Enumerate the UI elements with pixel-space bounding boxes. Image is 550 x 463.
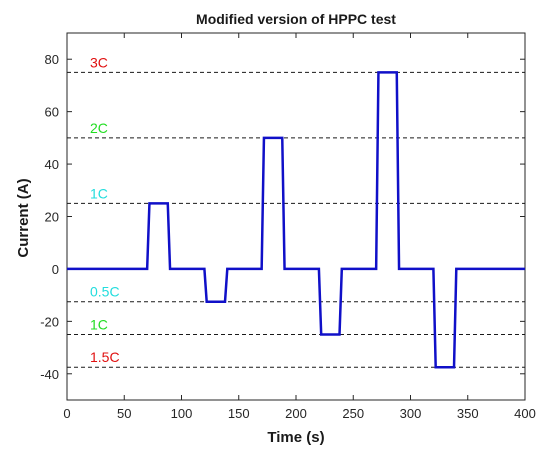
reference-label: 1C — [90, 185, 108, 201]
x-tick-label: 100 — [171, 406, 193, 421]
y-tick-label: 20 — [45, 210, 59, 225]
y-tick-label: -20 — [40, 314, 59, 329]
y-axis-label: Current (A) — [15, 178, 32, 257]
y-tick-label: 60 — [45, 105, 59, 120]
reference-label: 3C — [90, 54, 108, 70]
y-tick-label: 80 — [45, 52, 59, 67]
plot-area: 0 50 100 150 200 250 300 350 400 -40 -20 0 20 40 60 80 3… — [40, 32, 536, 421]
reference-label: 2C — [90, 120, 108, 136]
x-axis-label: Time (s) — [267, 429, 324, 446]
current-series-line — [67, 71, 525, 369]
x-tick-label: 150 — [228, 406, 250, 421]
reference-label: 1.5C — [90, 349, 120, 365]
y-tick-label: -40 — [40, 367, 59, 382]
x-tick-label: 200 — [285, 406, 307, 421]
x-tick-label: 400 — [514, 406, 536, 421]
y-tick-label: 40 — [45, 157, 59, 172]
axes-box — [66, 32, 526, 401]
reference-label: 0.5C — [90, 284, 120, 300]
x-tick-label: 250 — [342, 406, 364, 421]
chart-title: Modified version of HPPC test — [196, 11, 396, 27]
x-tick-label: 300 — [400, 406, 422, 421]
reference-label: 1C — [90, 316, 108, 332]
y-tick-label: 0 — [52, 262, 59, 277]
x-tick-label: 350 — [457, 406, 479, 421]
x-tick-label: 50 — [117, 406, 131, 421]
x-tick-label: 0 — [63, 406, 70, 421]
